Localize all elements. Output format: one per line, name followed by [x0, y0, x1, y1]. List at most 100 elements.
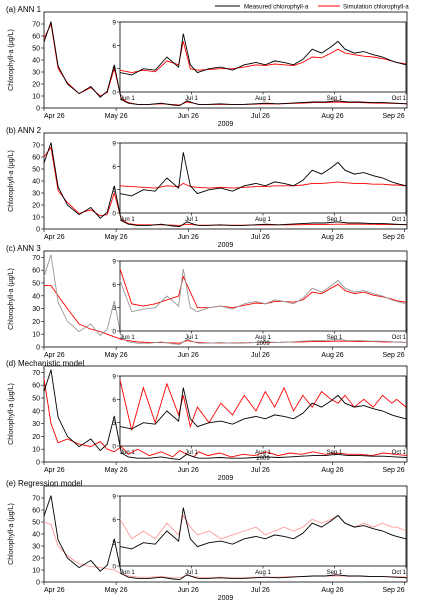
y-tick-label: 50: [32, 396, 40, 403]
x-tick-label: Jun 26: [178, 587, 199, 594]
legend-label-measured: Measured chlorophyll-a: [244, 4, 309, 11]
x-axis-label: 2009: [218, 242, 234, 249]
y-tick-label: 40: [32, 408, 40, 415]
y-tick-label: 20: [32, 556, 40, 563]
inset-x-tick-label: Oct 1: [392, 335, 407, 341]
inset-x-tick-label: Sep 1: [327, 335, 343, 341]
inset-x-tick-label: Oct 1: [392, 450, 407, 456]
inset-x-tick-label: Jun 1: [120, 450, 135, 456]
inset-y-tick-label: 9: [112, 494, 116, 501]
y-tick-label: 50: [32, 46, 40, 53]
panel-5: (e) Regression model010203040506070Chlor…: [6, 479, 408, 601]
inset-y-tick-label: 6: [112, 397, 116, 404]
x-tick-label: May 26: [105, 113, 128, 120]
series-line-measured: [43, 21, 408, 107]
x-tick-label: Aug 26: [321, 113, 343, 120]
y-tick-label: 50: [32, 167, 40, 174]
inset-x-tick-label: Jun 1: [120, 96, 135, 102]
x-tick-label: Jun 26: [178, 467, 199, 474]
plot-frame: [43, 250, 408, 348]
panel-title: (b) ANN 2: [6, 126, 42, 135]
x-tick-label: Jul 26: [251, 467, 270, 474]
x-tick-label: May 26: [105, 587, 128, 594]
inset-x-axis-label: 2009: [256, 341, 270, 347]
series-line-measured: [43, 369, 408, 460]
series-line-simulation: [43, 378, 408, 458]
legend-label-simulation: Simulation chlorophyll-a: [343, 4, 409, 11]
x-tick-label: Sep 26: [382, 352, 404, 359]
inset-plot: 0 3 6 9 Jun 1 Jul 1 Aug 1 Sep 1 Oct 1: [112, 20, 406, 103]
inset-x-tick-label: Jun 1: [120, 570, 135, 576]
series-line-simulation: [44, 285, 408, 344]
y-tick-label: 70: [32, 255, 40, 262]
x-tick-label: Aug 26: [321, 234, 343, 241]
x-axis-label: 2009: [218, 121, 234, 128]
panel-title: (e) Regression model: [6, 479, 83, 488]
y-tick-label: 0: [36, 345, 40, 352]
y-tick-label: 70: [32, 22, 40, 29]
x-tick-label: Aug 26: [321, 352, 343, 359]
inset-x-tick-label: Oct 1: [392, 570, 407, 576]
inset-series-line-measured: [119, 152, 407, 197]
inset-series-line-measured: [119, 387, 407, 430]
inset-x-tick-label: Sep 1: [327, 96, 343, 102]
panel-title: (d) Mechanistic model: [6, 359, 84, 368]
x-tick-label: Jul 26: [251, 587, 270, 594]
inset-plot: 0 3 6 9 Jun 1 Jul 1 Aug 1 Sep 1 Oct 1 2009: [112, 374, 406, 463]
inset-frame: [119, 260, 407, 332]
legend: Measured chlorophyll-a Simulation chlorop…: [215, 4, 409, 11]
inset-x-tick-label: Oct 1: [392, 217, 407, 223]
x-tick-label: Apr 26: [44, 467, 65, 474]
x-tick-label: Sep 26: [382, 113, 404, 120]
x-tick-label: Jul 26: [251, 234, 270, 241]
x-axis-label: 2009: [218, 475, 234, 482]
x-tick-label: Aug 26: [321, 467, 343, 474]
y-tick-label: 30: [32, 421, 40, 428]
series-line-measured: [43, 254, 408, 345]
inset-y-tick-label: 9: [112, 259, 116, 266]
x-tick-label: May 26: [105, 234, 128, 241]
panel-4: (d) Mechanistic model010203040506070Chlo…: [6, 359, 408, 482]
y-tick-label: 10: [32, 215, 40, 222]
inset-x-tick-label: Aug 1: [255, 96, 271, 102]
y-tick-label: 0: [36, 227, 40, 234]
y-tick-label: 20: [32, 82, 40, 89]
inset-y-tick-label: 0: [112, 90, 116, 97]
inset-frame: [119, 142, 407, 214]
y-tick-label: 60: [32, 155, 40, 162]
inset-frame: [119, 21, 407, 93]
inset-x-tick-label: Sep 1: [327, 570, 343, 576]
y-tick-label: 60: [32, 508, 40, 515]
inset-x-tick-label: Sep 1: [327, 450, 343, 456]
inset-x-tick-label: Jul 1: [185, 96, 198, 102]
inset-y-tick-label: 9: [112, 141, 116, 148]
inset-x-tick-label: Sep 1: [327, 217, 343, 223]
series-line-measured: [43, 495, 408, 581]
x-tick-label: Jul 26: [251, 113, 270, 120]
inset-plot: 0 3 6 9 Jun 1 Jul 1 Aug 1 Sep 1 Oct 1: [112, 494, 406, 577]
inset-plot: 0 3 6 9 Jun 1 Jul 1 Aug 1 Sep 1 Oct 1: [112, 141, 406, 224]
inset-series-line-measured: [119, 507, 407, 550]
inset-x-axis-label: 2009: [256, 456, 270, 462]
inset-x-tick-label: Jul 1: [185, 450, 198, 456]
y-tick-label: 20: [32, 319, 40, 326]
inset-y-tick-label: 3: [112, 187, 116, 194]
y-tick-label: 20: [32, 203, 40, 210]
inset-x-tick-label: Jun 1: [120, 217, 135, 223]
y-tick-label: 60: [32, 34, 40, 41]
y-tick-label: 10: [32, 94, 40, 101]
inset-frame: [119, 495, 407, 567]
y-tick-label: 0: [36, 106, 40, 113]
x-tick-label: Aug 26: [321, 587, 343, 594]
y-tick-label: 60: [32, 383, 40, 390]
inset-y-tick-label: 6: [112, 164, 116, 171]
y-axis-label: Chlorophyll-a (μg/L): [8, 383, 15, 445]
y-tick-label: 20: [32, 434, 40, 441]
inset-series-line-measured: [119, 33, 407, 76]
inset-series-line-simulation: [119, 379, 407, 431]
inset-y-tick-label: 3: [112, 66, 116, 73]
